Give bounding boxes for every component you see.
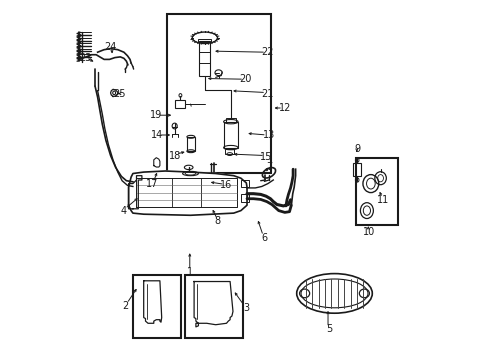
Bar — [241, 180, 248, 187]
Text: 3: 3 — [243, 303, 249, 313]
Text: 7: 7 — [265, 162, 271, 172]
Text: 22: 22 — [261, 47, 273, 57]
Text: 4: 4 — [121, 206, 127, 216]
Bar — [225, 149, 234, 154]
Text: 21: 21 — [261, 89, 273, 99]
Polygon shape — [110, 89, 118, 96]
Text: 6: 6 — [261, 233, 267, 243]
Text: 8: 8 — [214, 216, 220, 226]
Text: 2: 2 — [122, 301, 128, 311]
Bar — [241, 194, 248, 202]
Polygon shape — [128, 176, 142, 209]
Text: 14: 14 — [151, 130, 163, 140]
Polygon shape — [194, 282, 232, 327]
Text: 23: 23 — [79, 53, 91, 63]
Text: 16: 16 — [219, 180, 231, 190]
Bar — [175, 100, 185, 108]
Text: 12: 12 — [278, 103, 290, 113]
Text: 25: 25 — [113, 89, 125, 99]
Bar — [223, 122, 238, 148]
Polygon shape — [128, 171, 246, 215]
Bar — [352, 163, 361, 176]
Text: 18: 18 — [169, 150, 181, 161]
Text: 13: 13 — [262, 130, 274, 140]
Text: 9: 9 — [354, 144, 360, 154]
Text: 19: 19 — [149, 110, 162, 120]
Bar — [355, 158, 397, 225]
Polygon shape — [153, 158, 160, 167]
Text: 10: 10 — [362, 227, 374, 237]
Bar — [167, 14, 271, 173]
Bar — [199, 41, 209, 76]
Bar — [198, 39, 210, 42]
Text: 20: 20 — [239, 74, 251, 84]
Bar — [133, 275, 181, 338]
Bar — [186, 137, 194, 151]
Text: 5: 5 — [325, 324, 331, 334]
Bar — [185, 275, 242, 338]
Polygon shape — [143, 281, 162, 323]
Text: 11: 11 — [376, 195, 388, 205]
Text: 15: 15 — [260, 152, 272, 162]
Text: 24: 24 — [104, 42, 117, 52]
Bar — [225, 118, 235, 122]
Text: 1: 1 — [186, 267, 192, 277]
Text: 17: 17 — [145, 179, 158, 189]
